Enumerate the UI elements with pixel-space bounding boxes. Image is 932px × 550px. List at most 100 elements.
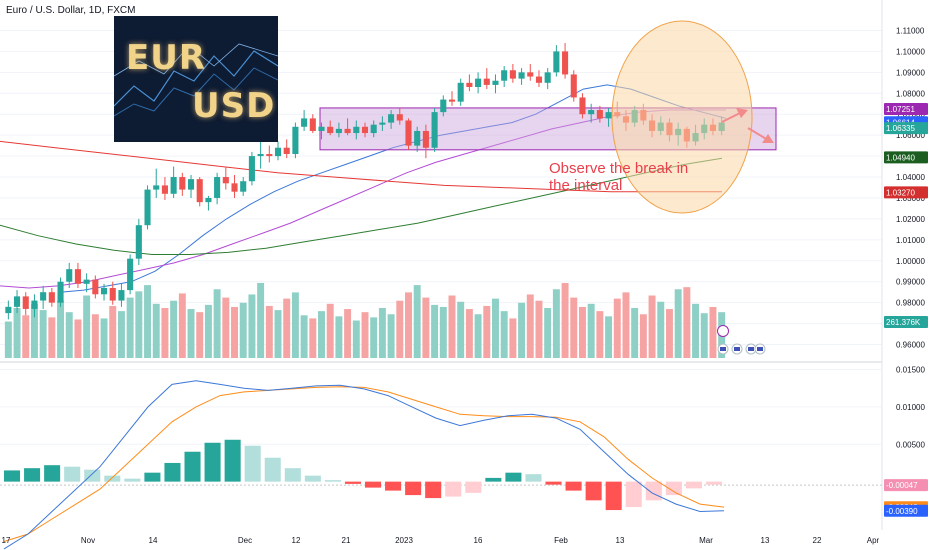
volume-bar: [344, 309, 352, 358]
candle: [196, 177, 203, 207]
price-axis[interactable]: 0.960000.970000.980000.990001.000001.010…: [896, 26, 925, 449]
candle-body: [92, 279, 99, 295]
candle-body: [283, 147, 290, 154]
macd-histogram-bar: [565, 481, 582, 491]
macd-line: [3, 380, 725, 550]
macd-histogram-bar: [445, 481, 462, 497]
candle-body: [509, 70, 516, 79]
candle: [475, 72, 482, 94]
price-tick-label: 1.08000: [896, 89, 925, 98]
candle: [335, 122, 342, 138]
candle-body: [327, 126, 334, 134]
macd-histogram-bar: [204, 442, 221, 482]
candle-body: [187, 179, 195, 190]
volume-bar: [100, 318, 108, 358]
macd-histogram-bar: [485, 477, 502, 482]
candle-body: [396, 114, 403, 121]
candle-body: [579, 97, 586, 115]
volume-bar: [492, 298, 499, 358]
logo-background-lines: [114, 43, 278, 117]
macd-histogram-bar: [585, 481, 602, 501]
candle-body: [353, 126, 360, 134]
candle-body: [257, 154, 264, 157]
candle: [214, 172, 221, 205]
macd-histogram-bar: [344, 481, 361, 484]
time-tick-label: 13: [761, 536, 770, 545]
volume-bar: [570, 297, 578, 358]
candle: [161, 177, 168, 201]
candle-body: [370, 124, 377, 134]
candle: [501, 66, 508, 87]
volume-bar: [326, 303, 334, 358]
macd-tag-label: -0.00390: [886, 507, 918, 516]
volume-bar: [178, 293, 186, 358]
price-tag-bg: [884, 102, 928, 115]
price-tick-label: 1.09000: [896, 68, 925, 77]
candle: [187, 174, 195, 198]
price-tags: 1.072511.066141.063351.049401.03270261.3…: [717, 102, 928, 517]
candle: [5, 300, 12, 320]
macd-histogram-bar: [324, 480, 341, 482]
price-tick-label: 1.01000: [896, 236, 925, 245]
price-tick-label: 1.06000: [896, 131, 925, 140]
candle: [153, 168, 160, 198]
candle: [388, 110, 395, 129]
volume-bar: [109, 305, 117, 358]
macd-histogram-bar: [184, 451, 201, 482]
candle-body: [292, 126, 299, 154]
volume-bar: [239, 302, 247, 358]
ma-line-red: [0, 140, 722, 193]
macd-histogram-bar: [144, 472, 161, 482]
macd-histogram-bar: [605, 481, 622, 511]
time-tick-label: 12: [292, 536, 301, 545]
candle-body: [457, 82, 464, 102]
volume-bar: [370, 317, 378, 358]
candle-body: [57, 281, 64, 303]
candle: [466, 74, 473, 92]
time-axis[interactable]: 17 Nov 14 Dec 12 21 2023 16 Feb 13 Mar 13 22 Apr: [2, 536, 880, 545]
candle-body: [318, 126, 325, 131]
macd-histogram-bar: [44, 465, 61, 482]
candle: [240, 177, 247, 196]
candle: [396, 107, 403, 125]
candle-body: [518, 72, 525, 79]
candle: [144, 185, 151, 230]
volume-bar: [22, 315, 30, 358]
candle-body: [135, 225, 142, 259]
macd-signal-line: [3, 386, 725, 542]
macd-histogram-bar: [104, 475, 121, 482]
chart-title: Euro / U.S. Dollar, 1D, FXCM: [6, 5, 136, 16]
candle-body: [161, 185, 168, 194]
macd-histogram-bar: [244, 445, 261, 482]
macd-histogram-bar: [164, 462, 181, 482]
candle-body: [527, 72, 534, 77]
volume-bar: [396, 300, 404, 358]
volume-bar: [405, 292, 412, 358]
candle: [118, 283, 125, 307]
volume-bar: [265, 305, 273, 358]
candle: [318, 122, 325, 140]
volume-bar: [413, 285, 421, 358]
candle-body: [544, 72, 551, 83]
macd-tick-label: 0.01500: [896, 365, 925, 374]
price-tick-label: 1.02000: [896, 215, 925, 224]
candle-body: [483, 78, 490, 85]
candle-body: [414, 130, 421, 146]
candle-body: [231, 183, 238, 192]
volume-bar: [674, 289, 682, 358]
candle-body: [440, 99, 447, 113]
volume-bar: [274, 310, 282, 358]
volume-bar: [561, 283, 569, 358]
price-tag-label: 1.03270: [886, 188, 915, 197]
candle-body: [118, 290, 125, 301]
candle-body: [535, 76, 543, 83]
volume-bar: [352, 320, 360, 358]
volume-bar: [500, 311, 508, 358]
candle-body: [170, 177, 177, 194]
candle: [570, 70, 577, 102]
volume-bar: [257, 283, 265, 358]
candle: [31, 294, 38, 318]
ma-line-green: [0, 157, 723, 255]
candle: [257, 139, 264, 169]
volume-bar: [291, 292, 299, 358]
